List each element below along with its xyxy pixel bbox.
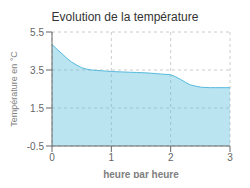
svg-text:1.5: 1.5 <box>30 103 44 114</box>
svg-text:1: 1 <box>109 152 115 163</box>
svg-text:3.5: 3.5 <box>30 65 44 76</box>
svg-text:heure par heure: heure par heure <box>103 169 179 178</box>
svg-text:5.5: 5.5 <box>30 27 44 38</box>
svg-text:0: 0 <box>49 152 55 163</box>
svg-text:3: 3 <box>227 152 233 163</box>
svg-text:2: 2 <box>168 152 174 163</box>
svg-text:Température en °C: Température en °C <box>9 51 19 127</box>
html-text:Evolution de la température: Evolution de la température <box>51 10 199 24</box>
svg-text:-0.5: -0.5 <box>27 141 45 152</box>
